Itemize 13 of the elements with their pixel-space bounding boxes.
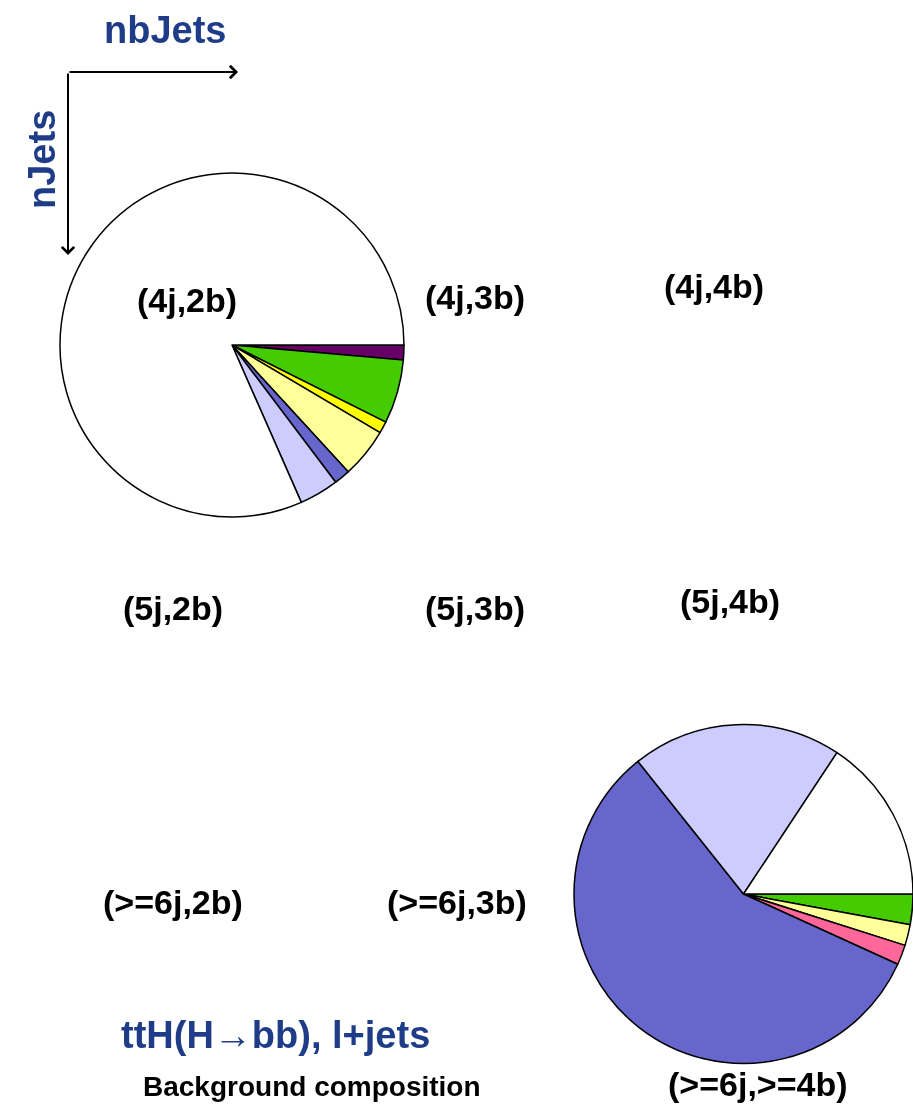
text: ttH(H→bb), l+jets — [121, 1014, 431, 1056]
text: (4j,3b) — [425, 278, 526, 316]
text: (4j,4b) — [664, 267, 765, 305]
text: (5j,4b) — [680, 582, 781, 620]
text: (4j,2b) — [137, 281, 238, 319]
text: (5j,2b) — [123, 589, 224, 627]
text: nbJets — [104, 9, 227, 51]
text: (>=6j,>=4b) — [668, 1065, 848, 1103]
text: Background composition — [143, 1071, 481, 1102]
text: nJets — [21, 109, 63, 209]
text: (>=6j,3b) — [387, 883, 527, 921]
text: (5j,3b) — [425, 589, 526, 627]
text: (>=6j,2b) — [103, 883, 243, 921]
